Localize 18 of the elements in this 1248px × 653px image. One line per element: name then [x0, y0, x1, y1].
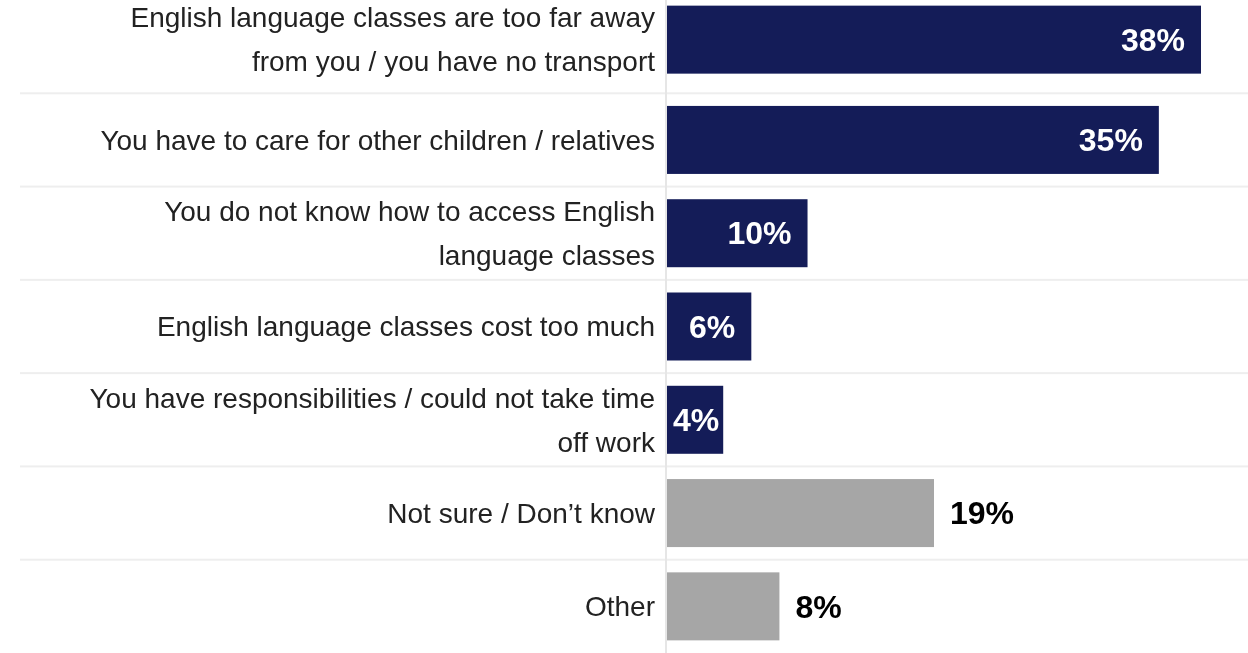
data-label: 6%: [689, 308, 736, 345]
data-label: 4%: [673, 401, 720, 438]
bar: [667, 572, 780, 641]
bar: [667, 105, 1159, 174]
bar: [667, 479, 934, 548]
data-label: 35%: [1078, 122, 1143, 159]
y-tick-label: You have responsibilities / could not take time off work: [89, 382, 656, 458]
data-label: 8%: [795, 588, 842, 625]
bar: [667, 199, 808, 268]
y-tick-label: You have to care for other children / relatives: [100, 124, 655, 156]
y-tick-label: Other: [584, 591, 655, 623]
y-tick-label: You do not know how to access English language classes: [164, 196, 655, 272]
data-label: 19%: [950, 495, 1015, 532]
y-tick-label: Not sure / Don’t know: [387, 497, 656, 529]
data-label: 38%: [1120, 21, 1185, 58]
y-tick-label: English language classes cost too much: [156, 311, 655, 343]
data-label: 10%: [727, 215, 792, 252]
y-tick-label: English language classes are too far away from you / you have no transport: [130, 2, 656, 78]
